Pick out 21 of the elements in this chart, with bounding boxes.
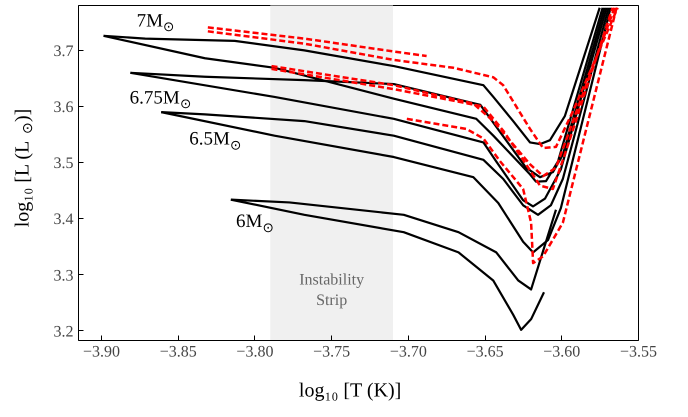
x-tick-label: −3.85 (160, 344, 197, 360)
y-tick-label: 3.5 (54, 155, 74, 172)
annotation: 6.5M⊙ (189, 128, 241, 152)
x-tick-label: −3.70 (390, 344, 427, 360)
x-tick-label: −3.60 (543, 344, 580, 360)
x-tick-label: −3.75 (313, 344, 350, 360)
annotation: 7M⊙ (136, 10, 174, 34)
y-tick-label: 3.7 (54, 42, 74, 60)
x-tick-label: −3.55 (620, 344, 658, 360)
annotation: 6M⊙ (236, 211, 274, 235)
y-tick-label: 3.2 (54, 323, 74, 340)
y-tick-label: 3.6 (54, 99, 74, 116)
y-axis-title: log₁₀ [L (L⊙)] (12, 108, 36, 228)
x-tick-label: −3.65 (466, 344, 504, 360)
x-tick-label: −3.80 (236, 344, 274, 360)
y-tick-label: 3.4 (54, 211, 74, 228)
annotation: 6.75M⊙ (130, 87, 191, 112)
band-label: Instability Strip (299, 272, 364, 309)
y-tick-label: 3.3 (54, 267, 74, 284)
x-tick-label: −3.90 (83, 344, 120, 360)
x-axis-title: log₁₀ [T (K)] (298, 380, 402, 402)
